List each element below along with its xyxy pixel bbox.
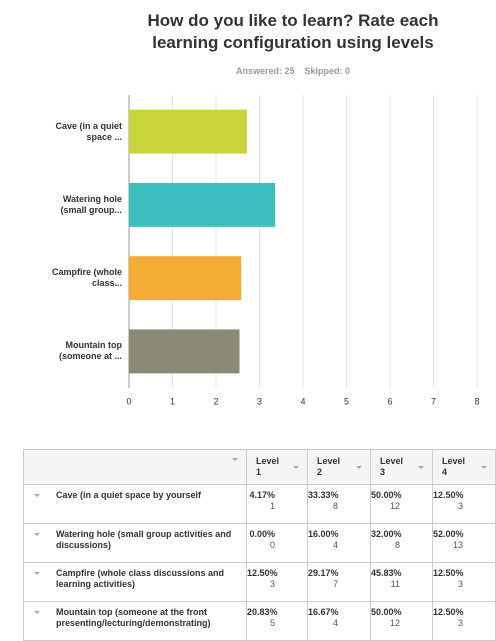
- count: 3: [457, 618, 463, 628]
- cell: 33.33% 8: [307, 484, 371, 524]
- count: 3: [457, 501, 463, 511]
- percent: 20.83%: [247, 607, 278, 617]
- count: 4: [332, 618, 338, 628]
- column-header: Level 3: [370, 449, 433, 485]
- count: 4: [332, 540, 338, 550]
- count: 7: [332, 579, 338, 589]
- percent: 12.50%: [247, 568, 278, 578]
- table-row: Watering hole (small group activities an…: [23, 523, 496, 563]
- chart-title: How do you like to learn? Rate each lear…: [147, 11, 439, 52]
- response-summary: Answered: 25 Skipped: 0: [133, 66, 453, 76]
- bar: [129, 329, 240, 374]
- cell: 52.00% 13: [432, 523, 496, 563]
- chart: 0 1 2 3 4 5 6 7 8: [126, 95, 480, 406]
- header-text: Level 3: [380, 456, 404, 477]
- row-label: Watering hole (small group activities an…: [23, 523, 247, 563]
- bar: [129, 109, 247, 154]
- column-header: Level 4: [432, 449, 496, 485]
- count: 0: [269, 540, 275, 550]
- cell: 12.50% 3: [246, 562, 308, 602]
- table-row: Cave (in a quiet space by yourself 4.17% 1…: [23, 484, 496, 524]
- table-row: Campfire (whole class discussions and le…: [23, 562, 496, 602]
- cell: 50.00% 12: [370, 601, 433, 641]
- x-tick-label: 3: [257, 396, 262, 406]
- count: 13: [452, 540, 463, 550]
- skipped: Skipped: 0: [304, 66, 351, 76]
- percent: 52.00%: [433, 529, 464, 539]
- results-table: Level 1 Level 2 Level 3 Level 4 Cave (in a …: [23, 449, 496, 641]
- percent: 16.67%: [308, 607, 339, 617]
- category-label: Cave (in a quiet space ...: [55, 120, 122, 142]
- percent: 12.50%: [433, 490, 464, 500]
- count: 5: [269, 618, 275, 628]
- percent: 0.00%: [249, 529, 275, 539]
- header-text: Level 4: [442, 456, 466, 477]
- cell: 45.83% 11: [370, 562, 433, 602]
- cell: 0.00% 0: [246, 523, 308, 563]
- cell: 4.17% 1: [246, 484, 308, 524]
- x-tick-label: 7: [431, 396, 436, 406]
- cell: 12.50% 3: [432, 562, 496, 602]
- count: 3: [269, 579, 275, 589]
- percent: 50.00%: [371, 490, 402, 500]
- percent: 4.17%: [249, 490, 275, 500]
- header-blank: [23, 449, 247, 485]
- category-label: Mountain top (someone at ...: [58, 340, 122, 362]
- bar: [129, 256, 242, 301]
- cell: 12.50% 3: [432, 484, 496, 524]
- answered: Answered: 25: [235, 66, 295, 76]
- percent: 50.00%: [371, 607, 402, 617]
- percent: 16.00%: [308, 529, 339, 539]
- percent: 12.50%: [433, 568, 464, 578]
- count: 3: [457, 579, 463, 589]
- percent: 29.17%: [308, 568, 339, 578]
- cell: 20.83% 5: [246, 601, 308, 641]
- cell: 50.00% 12: [370, 484, 433, 524]
- cell: 32.00% 8: [370, 523, 433, 563]
- x-tick-label: 0: [126, 396, 131, 406]
- count: 12: [389, 501, 400, 511]
- column-header: Level 2: [307, 449, 371, 485]
- count: 8: [332, 501, 338, 511]
- row-label: Mountain top (someone at the front prese…: [23, 601, 247, 641]
- header-text: Level 2: [317, 456, 341, 477]
- x-tick-label: 2: [213, 396, 218, 406]
- header-row: Level 1 Level 2 Level 3 Level 4: [23, 449, 496, 485]
- percent: 45.83%: [371, 568, 402, 578]
- cell: 16.67% 4: [307, 601, 371, 641]
- count: 8: [394, 540, 400, 550]
- column-header: Level 1: [246, 449, 308, 485]
- cell: 12.50% 3: [432, 601, 496, 641]
- count: 12: [389, 618, 400, 628]
- x-tick-label: 8: [474, 396, 479, 406]
- count: 11: [390, 579, 400, 589]
- row-label: Cave (in a quiet space by yourself: [23, 484, 247, 524]
- percent: 32.00%: [371, 529, 402, 539]
- category-label: Watering hole (small group...: [60, 193, 122, 215]
- cell: 29.17% 7: [307, 562, 371, 602]
- cell: 16.00% 4: [307, 523, 371, 563]
- count: 1: [269, 501, 275, 511]
- percent: 33.33%: [308, 490, 339, 500]
- x-tick-label: 5: [344, 396, 349, 406]
- percent: 12.50%: [433, 607, 464, 617]
- x-tick-label: 6: [387, 396, 392, 406]
- category-label: Campfire (whole class...: [51, 267, 122, 289]
- header-text: Level 1: [256, 456, 280, 477]
- x-tick-label: 1: [170, 396, 175, 406]
- x-tick-label: 4: [300, 396, 305, 406]
- bar: [129, 182, 276, 227]
- row-label: Campfire (whole class discussions and le…: [23, 562, 247, 602]
- table-row: Mountain top (someone at the front prese…: [23, 601, 496, 641]
